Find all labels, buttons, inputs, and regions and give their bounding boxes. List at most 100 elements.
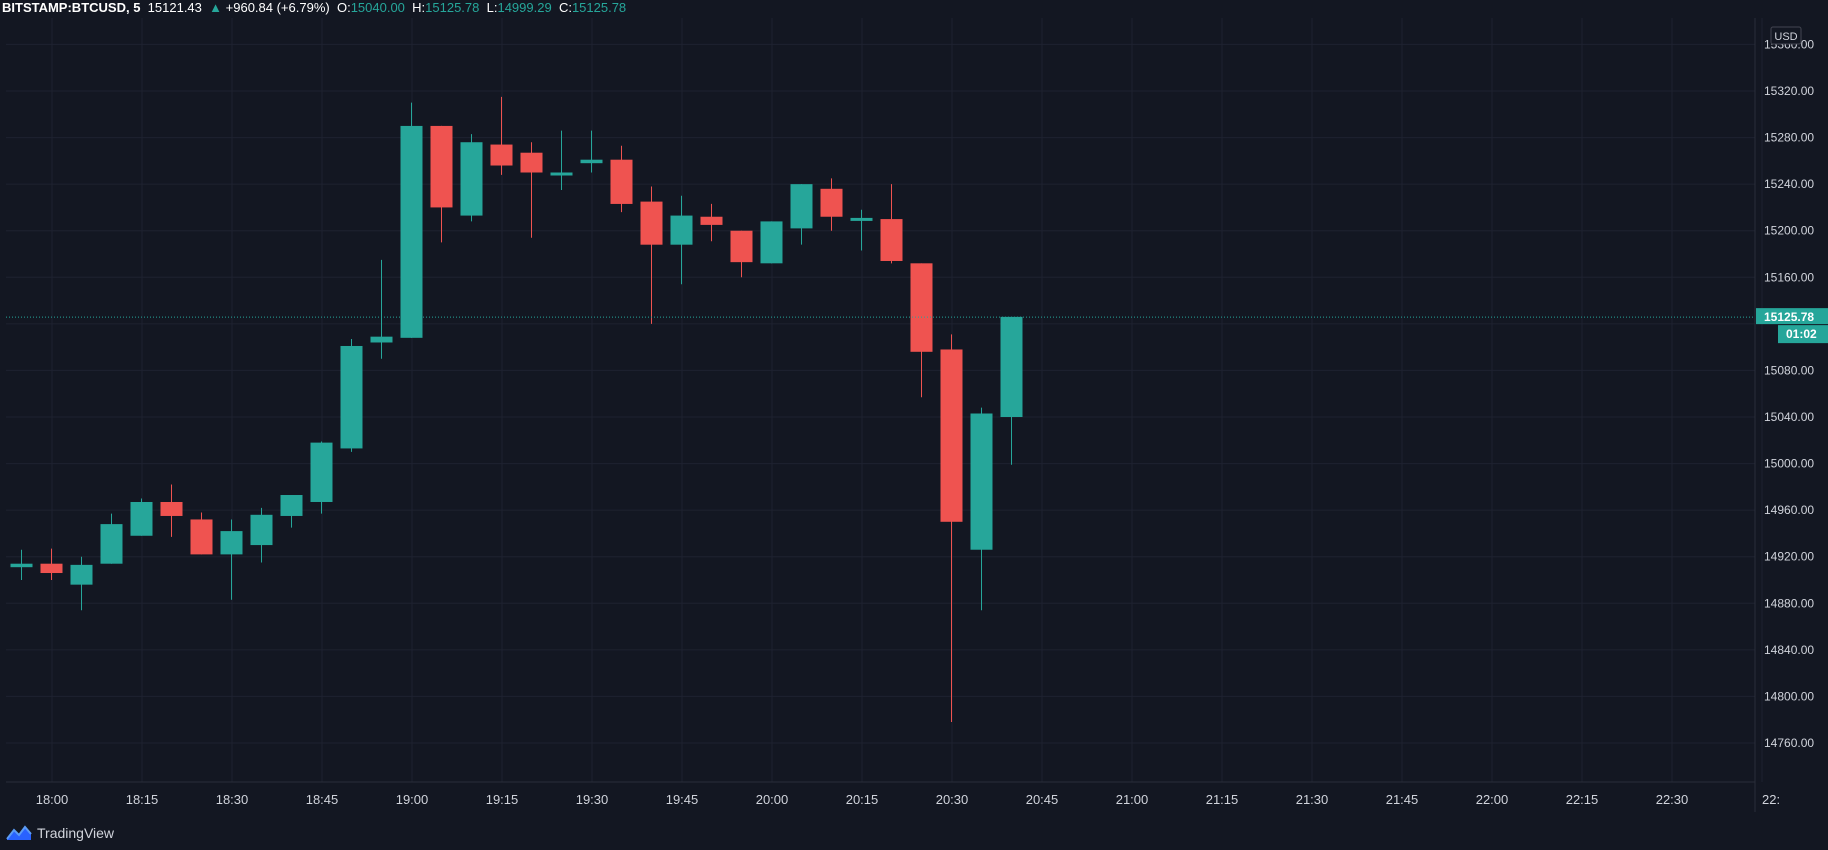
candles — [10, 96, 1023, 723]
candlestick-chart[interactable]: 15320.00 15280.00 15240.00 15200.00 15160.00… — [0, 0, 1828, 820]
candle-body — [10, 563, 33, 568]
candle — [310, 441, 333, 514]
candle-body — [490, 144, 513, 166]
candle-body — [100, 524, 123, 564]
y-tick-label: 14840.00 — [1764, 643, 1814, 657]
candle-body — [670, 215, 693, 245]
candle — [970, 407, 993, 611]
price-axis[interactable]: 15320.00 15280.00 15240.00 15200.00 15160.00… — [1764, 37, 1814, 750]
candle-body — [790, 184, 813, 229]
candle-body — [70, 564, 93, 585]
x-tick-label: 20:15 — [846, 792, 879, 807]
candle-body — [850, 217, 873, 221]
x-tick-label: 22:15 — [1566, 792, 1599, 807]
x-tick-label: 21:00 — [1116, 792, 1149, 807]
last-price: 15121.43 — [147, 0, 202, 15]
y-tick-label: 14920.00 — [1764, 550, 1814, 564]
x-tick-label: 21:15 — [1206, 792, 1239, 807]
brand-footer[interactable]: TradingView — [6, 822, 114, 844]
x-tick-label: 18:30 — [216, 792, 249, 807]
candle — [700, 203, 723, 242]
grid-lines — [6, 18, 1763, 782]
candle-body — [760, 221, 783, 264]
candle — [820, 178, 843, 231]
x-tick-label: 21:45 — [1386, 792, 1419, 807]
x-tick-label: 22: — [1762, 792, 1780, 807]
candle — [610, 145, 633, 213]
price-change: +960.84 (+6.79%) — [225, 0, 330, 15]
y-tick-label: 15040.00 — [1764, 410, 1814, 424]
x-tick-label: 22:00 — [1476, 792, 1509, 807]
x-tick-label: 21:30 — [1296, 792, 1329, 807]
candle — [460, 134, 483, 222]
candle-body — [880, 219, 903, 261]
candle — [400, 102, 423, 338]
candle-body — [160, 501, 183, 516]
candle — [940, 334, 963, 723]
change-up-icon: ▲ — [209, 0, 223, 15]
candle-body — [580, 159, 603, 164]
x-tick-label: 20:45 — [1026, 792, 1059, 807]
x-tick-label: 19:30 — [576, 792, 609, 807]
candle — [280, 495, 303, 528]
candle — [550, 130, 573, 190]
bar-countdown-label: 01:02 — [1786, 327, 1817, 341]
candle-body — [550, 172, 573, 176]
currency-badge[interactable]: USD — [1770, 26, 1802, 45]
y-tick-label: 15160.00 — [1764, 270, 1814, 284]
candle — [40, 548, 63, 580]
candle — [340, 338, 363, 452]
open-label: O: — [336, 0, 351, 15]
x-tick-label: 18:45 — [306, 792, 339, 807]
candle — [490, 96, 513, 175]
candle-body — [520, 152, 543, 173]
candle — [130, 498, 153, 536]
y-tick-label: 15080.00 — [1764, 363, 1814, 377]
candle — [160, 484, 183, 537]
y-tick-label: 14880.00 — [1764, 596, 1814, 610]
candle-body — [430, 125, 453, 208]
candle-body — [400, 125, 423, 338]
y-tick-label: 15000.00 — [1764, 457, 1814, 471]
y-tick-label: 15240.00 — [1764, 177, 1814, 191]
candle — [580, 130, 603, 173]
high-value: 15125.78 — [425, 0, 480, 15]
x-tick-label: 18:15 — [126, 792, 159, 807]
candle-body — [910, 263, 933, 352]
candle — [670, 195, 693, 285]
candle-body — [190, 519, 213, 555]
symbol-name[interactable]: BITSTAMP:BTCUSD, 5 — [2, 0, 141, 15]
candle — [640, 186, 663, 324]
candle — [790, 184, 813, 245]
candle-body — [1000, 316, 1023, 417]
symbol-header: BITSTAMP:BTCUSD, 5 15121.43 ▲ +960.84 (+… — [0, 0, 626, 16]
tradingview-logo-icon — [6, 825, 32, 840]
candle-body — [250, 514, 273, 546]
y-tick-label: 14800.00 — [1764, 689, 1814, 703]
x-tick-label: 20:00 — [756, 792, 789, 807]
candle — [760, 221, 783, 264]
candle — [910, 263, 933, 398]
y-tick-label: 15200.00 — [1764, 224, 1814, 238]
candle-body — [280, 495, 303, 516]
x-tick-label: 18:00 — [36, 792, 69, 807]
time-axis[interactable]: 18:00 18:15 18:30 18:45 19:00 19:15 19:30 19:45… — [36, 792, 1780, 807]
candle-body — [220, 531, 243, 555]
last-price-tag: 15125.78 01:02 — [1756, 308, 1828, 344]
candle-body — [730, 230, 753, 263]
x-tick-label: 19:45 — [666, 792, 699, 807]
low-label: L: — [486, 0, 498, 15]
x-tick-label: 20:30 — [936, 792, 969, 807]
currency-badge-label: USD — [1774, 31, 1797, 43]
y-tick-label: 14960.00 — [1764, 503, 1814, 517]
high-label: H: — [412, 0, 426, 15]
candle-body — [970, 413, 993, 550]
candle — [880, 184, 903, 264]
candle-body — [370, 336, 393, 343]
close-value: 15125.78 — [571, 0, 627, 15]
candle — [220, 519, 243, 600]
candle-body — [640, 201, 663, 245]
x-tick-label: 19:15 — [486, 792, 519, 807]
candle — [10, 549, 33, 580]
candle — [190, 512, 213, 555]
